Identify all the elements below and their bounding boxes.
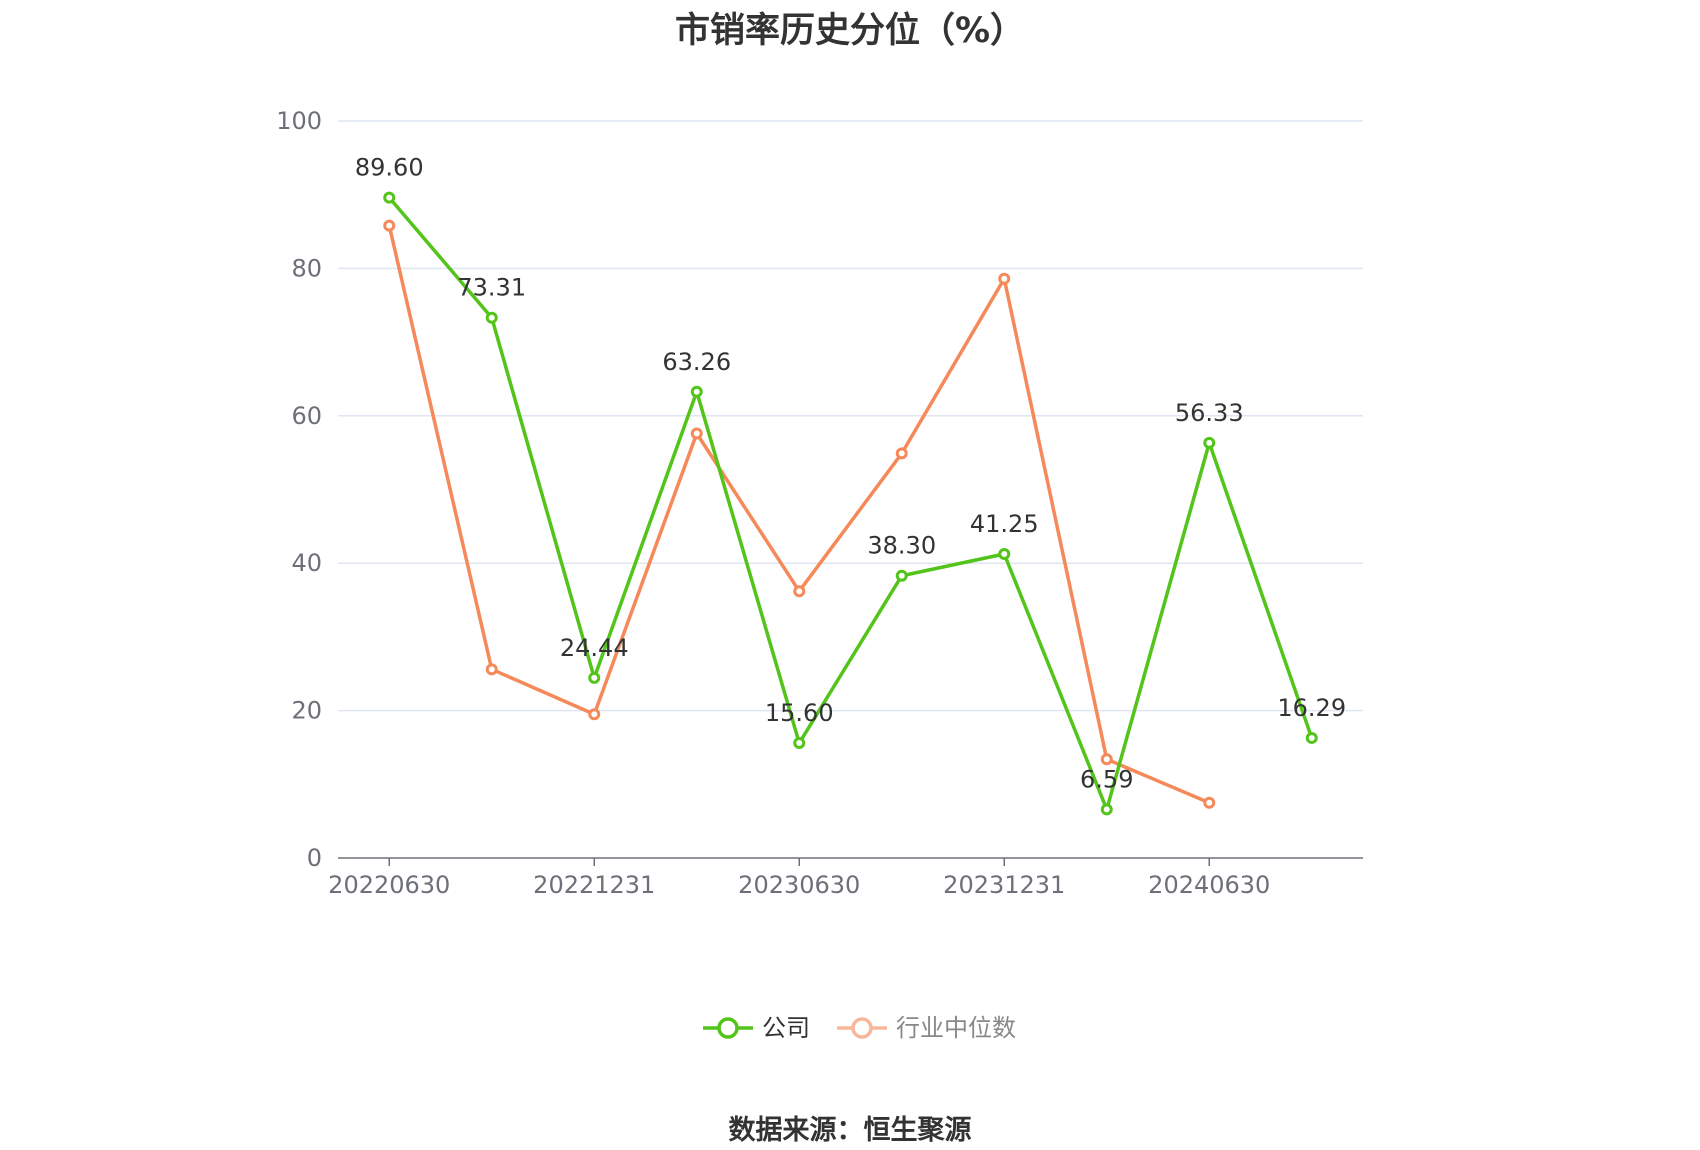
data-point	[1100, 803, 1113, 816]
legend-label: 行业中位数	[896, 1014, 1016, 1042]
data-point	[383, 219, 396, 232]
data-point	[383, 191, 396, 204]
y-tick-label: 60	[291, 402, 322, 430]
legend-marker	[717, 1017, 739, 1039]
data-labels: 89.60 73.31 24.44 63.26 15.60 38.30 41.25 6.59 5…	[355, 154, 1346, 794]
data-label: 6.59	[1080, 765, 1133, 793]
data-label: 63.26	[662, 348, 731, 376]
data-point	[1203, 436, 1216, 449]
series-lines	[387, 196, 1314, 812]
grid-lines	[338, 120, 1363, 712]
data-label: 16.29	[1277, 694, 1346, 722]
data-point	[690, 427, 703, 440]
x-tick-label: 20221231	[533, 871, 655, 899]
data-point	[998, 547, 1011, 560]
data-label: 56.33	[1175, 399, 1244, 427]
data-point	[793, 585, 806, 598]
y-tick-label: 80	[291, 254, 322, 282]
data-label: 73.31	[457, 274, 526, 302]
data-label: 89.60	[355, 154, 424, 182]
data-point	[485, 311, 498, 324]
data-point	[588, 671, 601, 684]
data-point	[690, 385, 703, 398]
chart-title: 市销率历史分位（%）	[674, 11, 1026, 51]
y-tick-label: 0	[307, 844, 322, 872]
legend-label: 公司	[762, 1014, 810, 1042]
x-tick-label: 20240630	[1148, 871, 1270, 899]
data-label: 24.44	[560, 634, 629, 662]
y-tick-label: 20	[291, 697, 322, 725]
series-points	[383, 191, 1318, 816]
data-point	[1100, 753, 1113, 766]
data-label: 15.60	[765, 699, 834, 727]
data-label: 41.25	[970, 510, 1039, 538]
data-label: 38.30	[867, 532, 936, 560]
data-point	[588, 708, 601, 721]
data-point	[793, 737, 806, 750]
y-tick-label: 100	[276, 107, 322, 135]
legend-marker	[851, 1017, 873, 1039]
x-tick-label: 20230630	[738, 871, 860, 899]
y-axis-ticks: 0 20 40 60 80 100	[276, 107, 322, 872]
data-point	[1203, 796, 1216, 809]
x-tick-label: 20220630	[328, 871, 450, 899]
data-point	[998, 272, 1011, 285]
x-tick-label: 20231231	[943, 871, 1065, 899]
data-point	[895, 447, 908, 460]
data-point	[895, 569, 908, 582]
y-tick-label: 40	[291, 549, 322, 577]
data-point	[1305, 731, 1318, 744]
legend: 公司 行业中位数	[703, 1014, 1016, 1042]
series-line	[387, 196, 1314, 812]
data-source: 数据来源：恒生聚源	[728, 1115, 972, 1146]
x-axis: 20220630 20221231 20230630 20231231 20240630	[328, 857, 1363, 899]
data-point	[485, 663, 498, 676]
